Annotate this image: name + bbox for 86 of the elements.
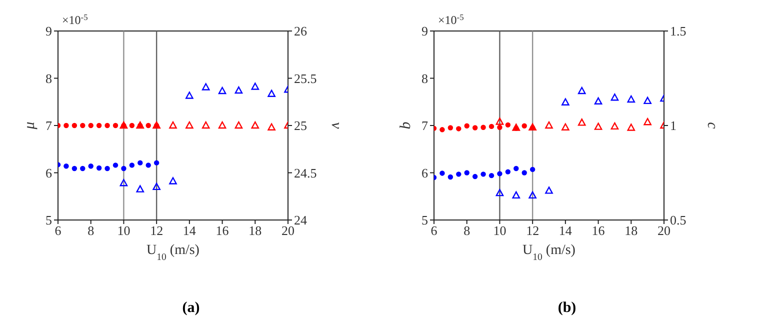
point bbox=[120, 179, 128, 186]
x-tick-label: 18 bbox=[248, 223, 262, 238]
x-tick-label: 14 bbox=[182, 223, 196, 238]
y-tick-label: 7 bbox=[422, 118, 428, 134]
point bbox=[440, 170, 445, 176]
point bbox=[154, 160, 160, 166]
point bbox=[488, 172, 494, 178]
x-tick-label: 10 bbox=[493, 223, 506, 238]
x-tick-label: 18 bbox=[624, 223, 638, 238]
y2-tick-label: 0.5 bbox=[670, 212, 686, 228]
text: (a) bbox=[181, 300, 201, 317]
x-tick-label: 8 bbox=[464, 223, 470, 238]
y-tick-label: 9 bbox=[422, 24, 428, 39]
y2-tick-label: 26 bbox=[294, 24, 308, 39]
text: ×10$^{-5}$ bbox=[438, 12, 464, 27]
point bbox=[530, 166, 536, 172]
text: ×10$^{-5}$ bbox=[62, 12, 88, 27]
x-tick-label: 16 bbox=[592, 223, 606, 238]
x-tick-label: 10 bbox=[117, 223, 130, 238]
y-tick-label: 7 bbox=[46, 118, 52, 134]
y2-axis-title: c bbox=[704, 122, 720, 130]
point bbox=[545, 186, 553, 194]
point bbox=[146, 162, 151, 168]
y2-tick-label: 24.5 bbox=[294, 165, 317, 180]
y2-axis-title: v bbox=[328, 122, 344, 130]
point bbox=[152, 182, 160, 190]
x-tick-label: 12 bbox=[526, 223, 540, 238]
point bbox=[88, 164, 94, 169]
y-axis-title: b bbox=[398, 121, 414, 130]
x-tick-label: 14 bbox=[558, 223, 572, 238]
point bbox=[594, 97, 602, 105]
point bbox=[129, 162, 135, 168]
y-tick-label: 6 bbox=[422, 165, 428, 180]
y2-tick-label: 24 bbox=[294, 212, 308, 228]
y2-tick-label: 1 bbox=[670, 118, 676, 134]
y2-tick-label: 25 bbox=[294, 118, 307, 134]
point bbox=[562, 98, 570, 106]
y2-tick-label: 1.5 bbox=[670, 24, 686, 39]
point bbox=[80, 166, 86, 172]
point bbox=[512, 191, 520, 199]
point bbox=[121, 166, 126, 172]
point bbox=[514, 166, 519, 172]
point bbox=[627, 95, 636, 103]
y-axis-title: μ bbox=[22, 121, 38, 130]
y-tick-label: 9 bbox=[46, 24, 52, 39]
point bbox=[480, 172, 486, 177]
x-axis-title: U$_{10}$ (m/s) bbox=[522, 243, 576, 262]
point bbox=[644, 96, 652, 104]
point bbox=[496, 188, 504, 196]
y-tick-label: 5 bbox=[422, 212, 428, 228]
point bbox=[186, 92, 194, 99]
y-tick-label: 8 bbox=[46, 70, 52, 86]
point bbox=[136, 185, 144, 192]
point bbox=[104, 166, 110, 172]
point bbox=[522, 170, 527, 176]
y-tick-label: 6 bbox=[46, 165, 52, 180]
point bbox=[96, 165, 102, 171]
point bbox=[448, 174, 454, 180]
point bbox=[610, 94, 619, 101]
x-tick-label: 20 bbox=[658, 223, 670, 238]
y-tick-label: 5 bbox=[46, 212, 52, 228]
point bbox=[218, 86, 226, 94]
point bbox=[528, 191, 536, 199]
point bbox=[456, 172, 462, 177]
point bbox=[578, 86, 586, 94]
point bbox=[234, 86, 243, 94]
x-tick-label: 16 bbox=[216, 223, 230, 238]
text: (b) bbox=[556, 300, 578, 317]
point bbox=[464, 170, 470, 176]
point bbox=[472, 174, 478, 180]
point bbox=[138, 160, 143, 166]
x-tick-label: 20 bbox=[282, 223, 294, 238]
point bbox=[72, 166, 78, 172]
point bbox=[268, 90, 276, 97]
x-tick-label: 12 bbox=[150, 223, 164, 238]
y-tick-label: 8 bbox=[422, 70, 428, 86]
point bbox=[202, 83, 210, 90]
point bbox=[112, 162, 118, 168]
point bbox=[497, 171, 502, 176]
x-axis-title: U$_{10}$ (m/s) bbox=[146, 243, 200, 262]
y2-tick-label: 25.5 bbox=[294, 70, 317, 86]
point bbox=[64, 164, 69, 169]
x-tick-label: 8 bbox=[88, 223, 94, 238]
point bbox=[169, 177, 177, 184]
point bbox=[505, 169, 511, 174]
point bbox=[251, 82, 260, 90]
